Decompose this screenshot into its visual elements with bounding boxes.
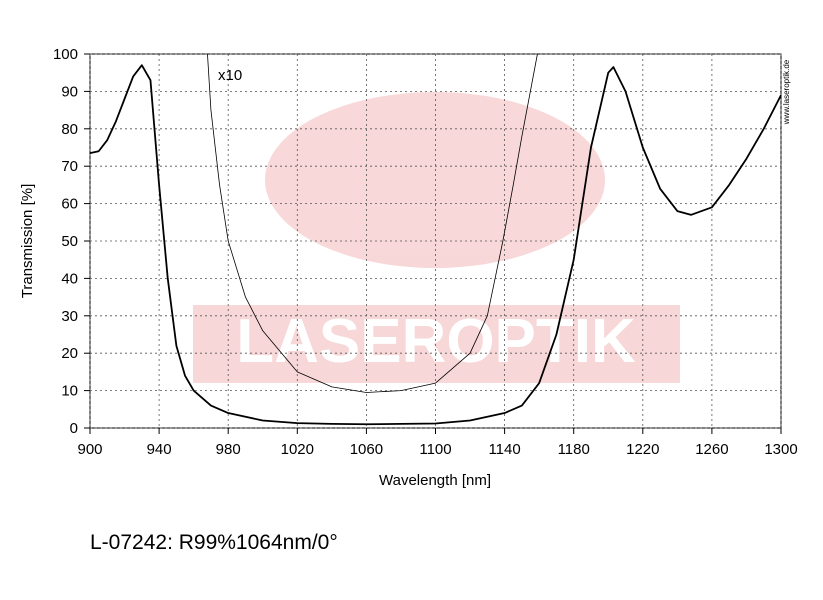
x-tick-label: 1140 [488, 441, 520, 458]
y-tick-label: 100 [53, 46, 78, 63]
y-tick-label: 40 [61, 270, 78, 287]
y-tick-label: 90 [61, 83, 78, 100]
watermark: LASEROPTIK [193, 92, 680, 383]
watermark-logo [265, 92, 605, 268]
x-tick-label: 1060 [350, 441, 383, 458]
y-tick-label: 20 [61, 345, 78, 362]
x-tick-label: 1020 [281, 441, 314, 458]
x-tick-label: 1300 [764, 441, 797, 458]
x-tick-label: 900 [77, 441, 102, 458]
y-tick-label: 80 [61, 121, 78, 138]
x-tick-label: 980 [216, 441, 241, 458]
plot [89, 53, 782, 429]
y-tick-label: 60 [61, 196, 78, 213]
y-axis-label: Transmission [%] [19, 184, 36, 298]
x-tick-label: 1100 [419, 441, 451, 458]
y-tick-label: 50 [61, 233, 78, 250]
x-tick-label: 940 [147, 441, 172, 458]
annotation: x10 [218, 67, 242, 84]
x-tick-label: 1180 [558, 441, 590, 458]
x-tick-label: 1260 [695, 441, 728, 458]
chart-title: L-07242: R99%1064nm/0° [90, 531, 338, 554]
source: www.laseroptik.de [782, 59, 791, 125]
series-line [207, 53, 538, 393]
x-axis-label: Wavelength [nm] [379, 472, 491, 489]
x-tick-label: 1220 [626, 441, 659, 458]
y-tick-label: 70 [61, 158, 78, 175]
series-line [89, 64, 782, 426]
y-tick-label: 30 [61, 308, 78, 325]
y-tick-label: 0 [70, 420, 78, 437]
y-tick-label: 10 [61, 383, 78, 400]
watermark-text: LASEROPTIK [236, 307, 636, 376]
